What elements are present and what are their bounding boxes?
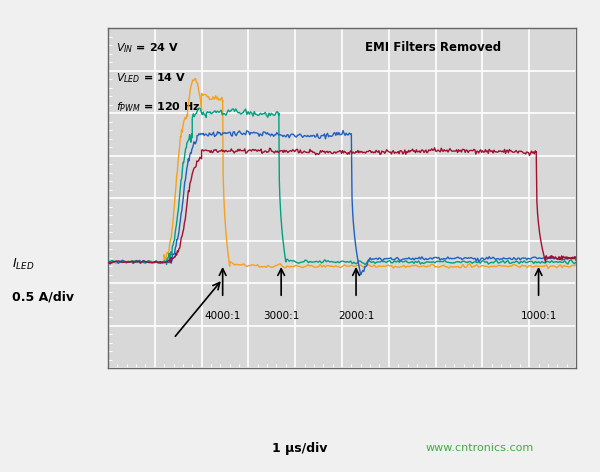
Text: 3000:1: 3000:1	[263, 311, 299, 321]
Text: $V_{LED}$ = 14 V: $V_{LED}$ = 14 V	[116, 71, 187, 84]
Text: EMI Filters Removed: EMI Filters Removed	[365, 41, 502, 54]
Text: 0.5 A/div: 0.5 A/div	[12, 291, 74, 304]
Text: 2000:1: 2000:1	[338, 311, 374, 321]
Text: $V_{IN}$ = 24 V: $V_{IN}$ = 24 V	[116, 41, 179, 55]
Text: $I_{LED}$: $I_{LED}$	[12, 257, 34, 272]
Text: 1000:1: 1000:1	[520, 311, 557, 321]
Text: 4000:1: 4000:1	[205, 311, 241, 321]
Text: www.cntronics.com: www.cntronics.com	[426, 443, 534, 454]
Text: $f_{PWM}$ = 120 Hz: $f_{PWM}$ = 120 Hz	[116, 101, 201, 114]
Text: 1 μs/div: 1 μs/div	[272, 442, 328, 455]
